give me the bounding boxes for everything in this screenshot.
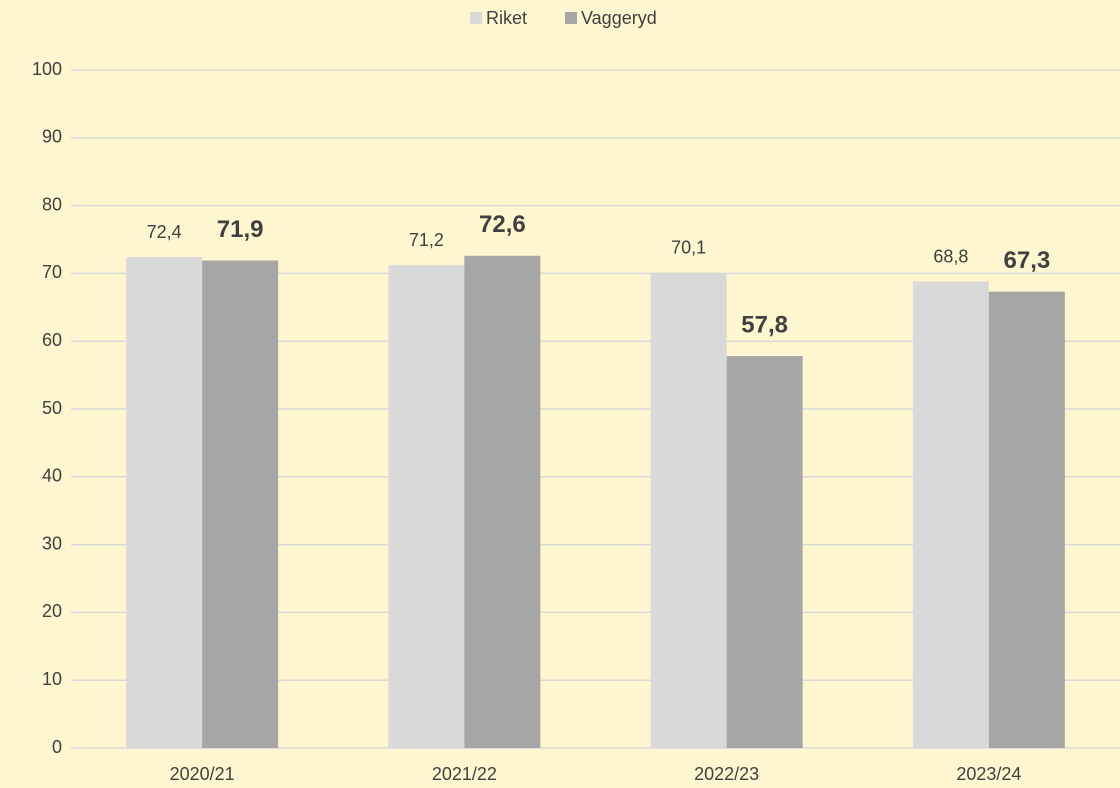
y-tick-label: 90 — [42, 127, 62, 147]
y-tick-label: 30 — [42, 533, 62, 553]
x-tick-label: 2022/23 — [694, 764, 759, 784]
y-tick-label: 0 — [52, 737, 62, 757]
bar — [726, 356, 803, 748]
y-tick-label: 10 — [42, 669, 62, 689]
bar — [126, 257, 203, 748]
bar — [464, 255, 541, 748]
bar — [202, 260, 279, 748]
y-tick-label: 20 — [42, 601, 62, 621]
data-label: 71,2 — [409, 230, 444, 250]
bar — [388, 265, 465, 748]
y-tick-label: 100 — [32, 59, 62, 79]
data-label: 67,3 — [1004, 247, 1051, 274]
x-tick-label: 2021/22 — [432, 764, 497, 784]
bar — [650, 272, 727, 748]
data-label: 72,4 — [147, 222, 182, 242]
legend-label: Riket — [486, 8, 527, 28]
y-tick-label: 70 — [42, 262, 62, 282]
data-label: 70,1 — [671, 237, 706, 257]
y-tick-label: 60 — [42, 330, 62, 350]
legend-label: Vaggeryd — [581, 8, 657, 28]
data-label: 71,9 — [217, 216, 264, 243]
y-tick-label: 50 — [42, 398, 62, 418]
bar — [988, 291, 1065, 748]
x-tick-label: 2020/21 — [170, 764, 235, 784]
y-tick-label: 80 — [42, 194, 62, 214]
data-label: 68,8 — [933, 246, 968, 266]
x-tick-label: 2023/24 — [956, 764, 1021, 784]
legend-swatch — [470, 12, 482, 24]
data-label: 57,8 — [741, 311, 788, 338]
y-tick-label: 40 — [42, 466, 62, 486]
data-label: 72,6 — [479, 211, 526, 238]
legend-swatch — [565, 12, 577, 24]
bar — [912, 281, 989, 748]
